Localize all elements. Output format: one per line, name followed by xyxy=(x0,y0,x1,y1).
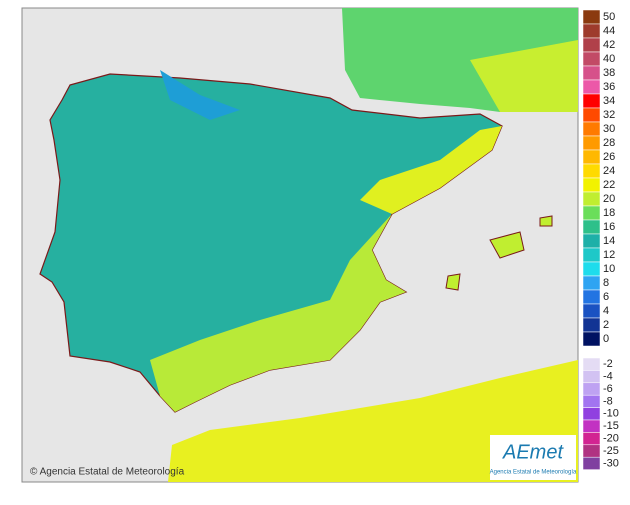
legend-label: 2 xyxy=(603,319,609,331)
legend-swatch xyxy=(582,419,601,433)
france-south xyxy=(470,40,578,112)
legend-swatch xyxy=(582,79,601,95)
legend-label: 18 xyxy=(603,207,615,219)
legend-swatch xyxy=(582,382,601,396)
legend-swatch xyxy=(582,275,601,291)
legend-label: 22 xyxy=(603,179,615,191)
legend-label: -15 xyxy=(603,420,619,432)
africa xyxy=(168,360,578,482)
legend-swatch xyxy=(582,331,601,347)
legend-label: 30 xyxy=(603,123,615,135)
legend-swatch xyxy=(582,93,601,109)
legend-label: 8 xyxy=(603,277,609,289)
legend-swatch xyxy=(582,23,601,39)
legend-swatch xyxy=(582,9,601,25)
south-warm-zone xyxy=(150,214,406,412)
legend-label: 24 xyxy=(603,165,615,177)
legend-label: 20 xyxy=(603,193,615,205)
legend-swatch xyxy=(582,51,601,67)
legend-label: 38 xyxy=(603,67,615,79)
legend-swatch xyxy=(582,407,601,421)
legend-label: 26 xyxy=(603,151,615,163)
legend-label: -10 xyxy=(603,408,619,420)
legend-label: -25 xyxy=(603,445,619,457)
legend-swatch xyxy=(582,233,601,249)
legend-swatch xyxy=(582,394,601,408)
legend-label: 44 xyxy=(603,25,615,37)
legend-swatch xyxy=(582,456,601,470)
legend-swatch xyxy=(582,135,601,151)
legend-label: 0 xyxy=(603,333,609,345)
legend-label: 10 xyxy=(603,263,615,275)
legend-swatch xyxy=(582,370,601,384)
legend-swatch xyxy=(582,219,601,235)
legend-swatch xyxy=(582,432,601,446)
legend-label: 14 xyxy=(603,235,615,247)
legend-label: 4 xyxy=(603,305,609,317)
legend-label: 28 xyxy=(603,137,615,149)
legend-label: 34 xyxy=(603,95,615,107)
legend-label: -2 xyxy=(603,358,613,370)
legend-label: -30 xyxy=(603,457,619,469)
legend-swatch xyxy=(582,317,601,333)
logo-box xyxy=(490,435,576,480)
east-warm-zone xyxy=(360,126,502,214)
legend-label: 32 xyxy=(603,109,615,121)
legend-label: -8 xyxy=(603,395,613,407)
cantabrian-cold xyxy=(160,70,240,120)
legend-swatch xyxy=(582,289,601,305)
legend-label: -6 xyxy=(603,383,613,395)
legend-label: 50 xyxy=(603,11,615,23)
legend-swatch xyxy=(582,121,601,137)
logo-name: AEmet xyxy=(502,441,564,463)
legend-label: -20 xyxy=(603,433,619,445)
legend-swatch xyxy=(582,191,601,207)
legend-swatch xyxy=(582,247,601,263)
legend-label: 42 xyxy=(603,39,615,51)
legend-label: -4 xyxy=(603,371,613,383)
legend-label: 40 xyxy=(603,53,615,65)
legend-swatch xyxy=(582,357,601,371)
legend-swatch xyxy=(582,303,601,319)
credit: © Agencia Estatal de Meteorología xyxy=(30,467,185,478)
legend-label: 36 xyxy=(603,81,615,93)
legend-swatch xyxy=(582,444,601,458)
legend-swatch xyxy=(582,163,601,179)
legend-swatch xyxy=(582,177,601,193)
balearic-islands xyxy=(445,215,553,291)
legend-swatch xyxy=(582,205,601,221)
legend-swatch xyxy=(582,149,601,165)
legend-label: 16 xyxy=(603,221,615,233)
legend-swatch xyxy=(582,65,601,81)
legend-swatch xyxy=(582,107,601,123)
legend-label: 6 xyxy=(603,291,609,303)
legend-swatch xyxy=(582,37,601,53)
legend-swatch xyxy=(582,261,601,277)
logo-subtitle: Agencia Estatal de Meteorología xyxy=(490,470,577,476)
legend-label: 12 xyxy=(603,249,615,261)
